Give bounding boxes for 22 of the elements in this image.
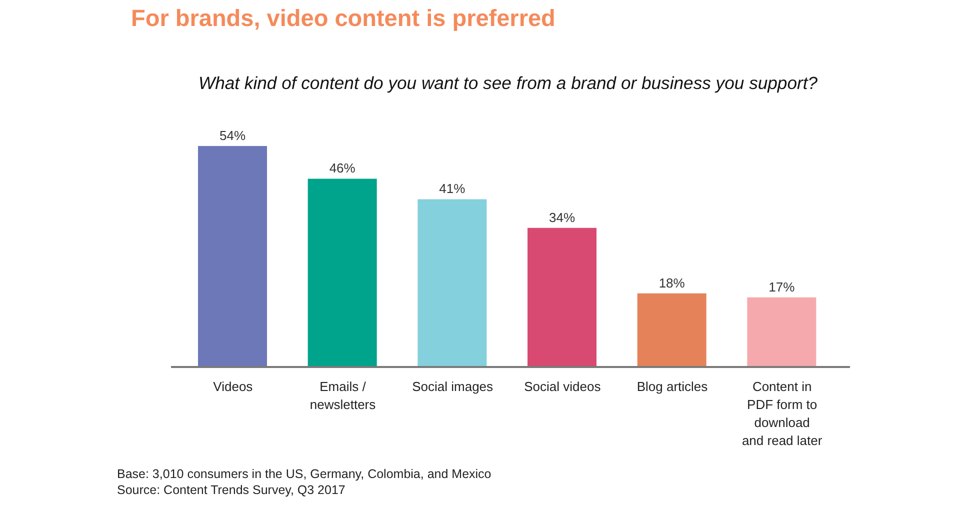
x-tick-label: Emails / newsletters [310,379,376,412]
bar [308,178,377,367]
x-tick-label: Content in PDF form to download and read later [742,379,823,448]
data-label: 46% [329,160,356,176]
bar [198,146,267,367]
source-note: Source: Content Trends Survey, Q3 2017 [117,482,346,498]
data-label: 54% [219,128,246,143]
text: Base: 3,010 consumers in the US, Germany, Colombia, and Mexico [117,466,492,482]
x-tick-label: Social images [412,379,494,394]
bar [528,228,596,367]
data-label: 41% [439,181,466,196]
x-tick-label: Social videos [524,379,602,394]
chart-subtitle: What kind of content do you want to see from a brand or business you support? [198,72,818,95]
x-tick-label: Blog articles [636,379,708,394]
bar [637,293,706,367]
chart-title: For brands, video content is preferred [131,4,556,33]
x-tick-label: Videos [213,379,254,394]
data-label: 18% [658,275,686,290]
data-label: 17% [768,279,796,294]
bar [747,297,816,367]
bar [418,199,487,367]
data-label: 34% [548,210,576,225]
